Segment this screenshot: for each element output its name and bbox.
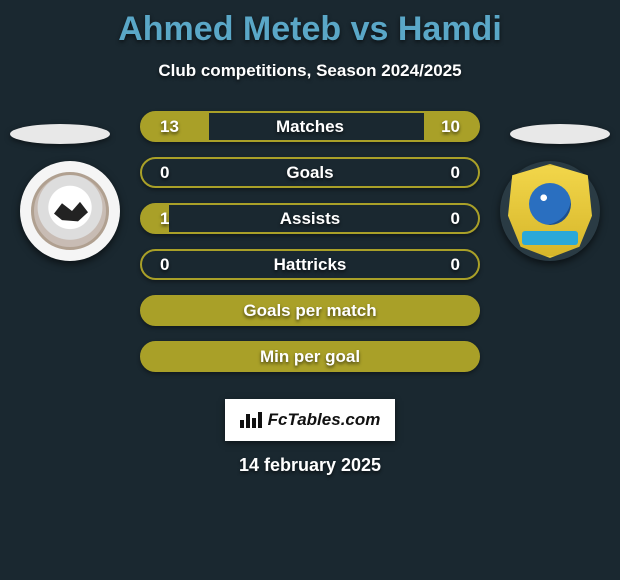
stat-left-value: 13	[160, 117, 192, 137]
club-crest-right-icon	[508, 164, 592, 258]
stat-right-value: 0	[428, 209, 460, 229]
comparison-title: Ahmed Meteb vs Hamdi	[0, 0, 620, 49]
stat-bars: 13 Matches 10 0 Goals 0 1 Assists 0 0 Ha…	[140, 111, 480, 372]
comparison-content: 13 Matches 10 0 Goals 0 1 Assists 0 0 Ha…	[0, 111, 620, 391]
player-photo-left	[10, 124, 110, 144]
club-crest-left-icon	[31, 172, 109, 250]
stat-right-value: 10	[428, 117, 460, 137]
stat-left-value: 1	[160, 209, 192, 229]
date-text: 14 february 2025	[0, 455, 620, 476]
stat-right-value: 0	[428, 255, 460, 275]
stat-label: Goals	[192, 163, 428, 183]
stat-row-matches: 13 Matches 10	[140, 111, 480, 142]
stat-row-goals-per-match: Goals per match	[140, 295, 480, 326]
fctables-watermark: FcTables.com	[225, 399, 395, 441]
stat-left-value: 0	[160, 163, 192, 183]
comparison-subtitle: Club competitions, Season 2024/2025	[0, 61, 620, 81]
stat-row-goals: 0 Goals 0	[140, 157, 480, 188]
stat-label: Hattricks	[192, 255, 428, 275]
watermark-text: FcTables.com	[268, 410, 381, 430]
stat-row-min-per-goal: Min per goal	[140, 341, 480, 372]
stat-right-value: 0	[428, 163, 460, 183]
stat-left-value: 0	[160, 255, 192, 275]
stat-label: Goals per match	[192, 301, 428, 321]
club-badge-left	[20, 161, 120, 261]
club-badge-right	[500, 161, 600, 261]
stat-label: Assists	[192, 209, 428, 229]
stat-row-assists: 1 Assists 0	[140, 203, 480, 234]
player-photo-right	[510, 124, 610, 144]
stat-label: Min per goal	[192, 347, 428, 367]
bars-icon	[240, 412, 262, 428]
stat-row-hattricks: 0 Hattricks 0	[140, 249, 480, 280]
stat-label: Matches	[192, 117, 428, 137]
